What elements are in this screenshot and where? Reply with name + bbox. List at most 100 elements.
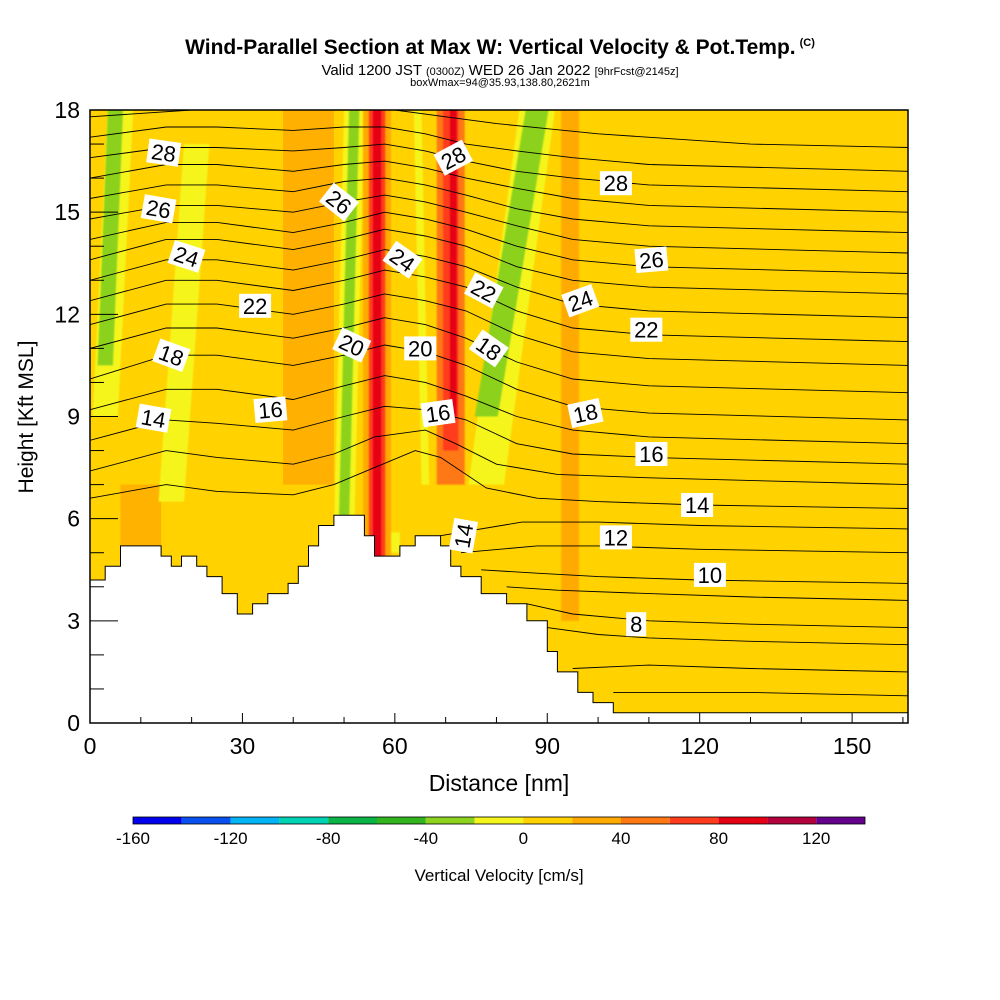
valid-utc: (0300Z) [425,66,465,78]
contour-label-box [319,182,359,222]
isentrope-line [90,375,908,445]
colorbar-swatch [230,817,280,824]
y-tick-label: 18 [54,97,80,123]
colorbar-tick-label: 80 [709,829,728,848]
forecast-info: [9hrFcst@2145z] [594,66,679,78]
contour-label: 20 [404,336,437,361]
contour-label: 18 [567,398,604,429]
x-tick-label: 150 [833,733,871,759]
colorbar-tick-label: -80 [316,829,341,848]
colorbar-swatch [328,817,377,824]
field-band [283,110,334,485]
contour-label-text: 28 [150,139,178,167]
isentrope-line [506,586,908,601]
colorbar-swatch [377,817,426,824]
contour-label-box [332,327,372,363]
updraft-cell [372,110,382,621]
contour-label-text: 20 [408,336,432,361]
contour-label-box [630,317,663,342]
contour-label-text: 14 [139,404,167,433]
colorbar-swatch [133,817,182,824]
contour-label-box [626,612,647,637]
contour-label-text: 12 [604,525,628,550]
contour-label-text: 16 [639,442,663,467]
colorbar-tick-label: -40 [414,829,439,848]
contour-label: 26 [634,246,669,274]
contour-label-box [561,283,600,318]
y-tick-label: 0 [67,710,80,736]
isentrope-line [90,228,908,295]
colorbar-swatch [474,817,524,824]
contour-label-box [567,398,604,429]
isentrope-line [460,545,908,554]
contour-label: 22 [239,293,272,319]
contour-label-text: 22 [634,318,658,343]
colorbar: -160 -120 -80 -40 0 40 80 120 [116,816,866,848]
isentrope-line [90,450,908,509]
colorbar-tick-label: -120 [214,829,248,848]
terrain-mask [90,514,908,723]
downdraft-cell [158,144,210,502]
box-info: boxWmax=94@35.93,138.80,2621m [410,77,590,89]
contour-label-box [152,338,191,372]
contour-label: 16 [420,398,456,428]
colorbar-swatch [572,817,621,824]
colorbar-swatch [181,817,231,824]
contour-label-text: 18 [571,399,600,429]
contour-label-box [599,171,632,196]
colorbar-label: Vertical Velocity [cm/s] [414,866,583,885]
contour-label-box [599,525,632,550]
contour-label-box [140,194,177,224]
downdraft-cell [97,110,124,366]
contour-label-text: 10 [698,563,722,588]
isentrope-line [90,143,908,193]
isentrope-line [90,194,908,254]
colorbar-swatch [425,817,475,824]
contour-label-box [681,493,714,517]
isentrope-line [90,429,908,486]
contour-label-box [635,442,668,466]
contour-label: 22 [630,317,663,343]
contour-label: 26 [140,194,177,224]
x-tick-label: 30 [230,733,256,759]
colorbar-tick-label: 120 [802,829,830,848]
contour-label-box [135,403,172,433]
isentrope-line [90,126,908,172]
isentrope-line [90,317,908,394]
isentrope-line [90,293,908,366]
colorbar-swatch [718,817,768,824]
contour-label-box [239,293,272,318]
contour-label-text: 28 [604,171,628,196]
colorbar-frame [132,816,866,825]
contour-label-box [420,398,456,428]
contour-label-box [253,396,288,424]
contour-label: 28 [599,171,632,196]
terrain-surface [90,514,908,723]
x-tick-label: 90 [534,733,560,759]
colorbar-swatch [279,817,329,824]
contour-label-text: 8 [630,612,642,637]
contour-label-box [634,246,669,274]
isentrope-line [613,691,908,697]
colorbar-tick-label: 0 [519,829,528,848]
colorbar-tick-label: -160 [116,829,150,848]
field-band [120,484,162,553]
contour-label-text: 14 [449,522,478,550]
isentrope-line [90,160,908,213]
x-tick-label: 0 [84,733,97,759]
contour-label-text: 22 [243,294,267,319]
contour-label-box [382,240,423,279]
contour-label-box [464,272,504,309]
contour-label-box [693,562,726,587]
colorbar-swatch [621,817,670,824]
y-axis-label: Height [Kft MSL] [15,341,38,494]
y-tick-label: 3 [67,608,80,634]
isentrope-line [90,177,908,234]
axes: 0 30 60 90 120 150 0 3 6 9 12 15 18 [54,97,904,759]
contour-label-text: 16 [257,397,284,424]
isentrope-line [90,211,908,274]
x-tick-label: 60 [382,733,408,759]
contour-label: 16 [635,442,668,467]
